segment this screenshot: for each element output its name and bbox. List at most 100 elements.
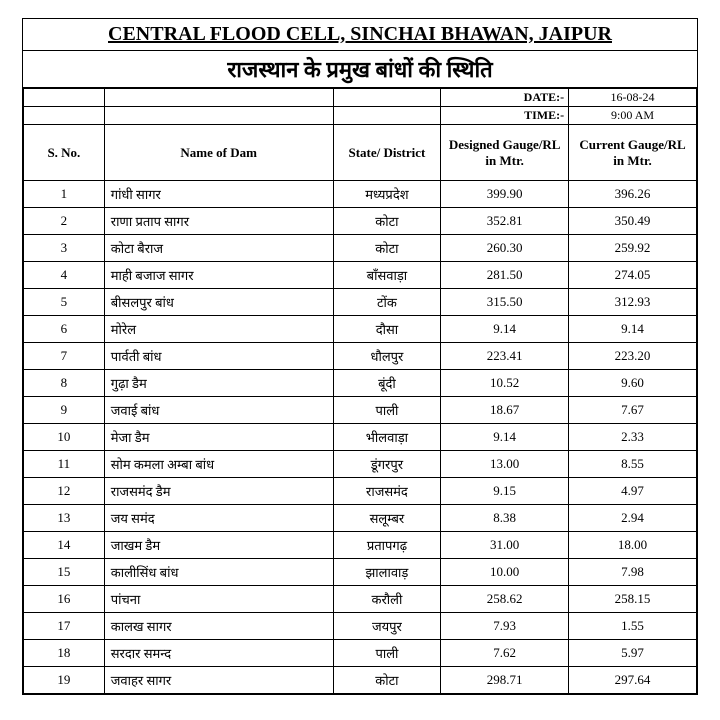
cell-designed: 8.38: [441, 505, 569, 532]
cell-current: 8.55: [569, 451, 697, 478]
cell-sno: 5: [24, 289, 105, 316]
cell-district: कोटा: [333, 667, 441, 694]
dam-status-table: DATE:- 16-08-24 TIME:- 9:00 AM S. No. Na…: [23, 88, 697, 694]
cell-name: कालख सागर: [104, 613, 333, 640]
cell-district: सलूम्बर: [333, 505, 441, 532]
cell-name: राजसमंद डैम: [104, 478, 333, 505]
cell-district: झालावाड़: [333, 559, 441, 586]
cell-current: 297.64: [569, 667, 697, 694]
table-row: 3कोटा बैराजकोटा260.30259.92: [24, 235, 697, 262]
cell-current: 1.55: [569, 613, 697, 640]
cell-name: जवाहर सागर: [104, 667, 333, 694]
cell-sno: 6: [24, 316, 105, 343]
table-row: 19जवाहर सागरकोटा298.71297.64: [24, 667, 697, 694]
cell-district: धौलपुर: [333, 343, 441, 370]
col-current: Current Gauge/RL in Mtr.: [569, 125, 697, 181]
cell-sno: 9: [24, 397, 105, 424]
table-row: 1गांधी सागरमध्यप्रदेश399.90396.26: [24, 181, 697, 208]
cell-designed: 223.41: [441, 343, 569, 370]
table-row: 8गुढ़ा डैमबूंदी10.529.60: [24, 370, 697, 397]
cell-sno: 14: [24, 532, 105, 559]
cell-designed: 10.52: [441, 370, 569, 397]
cell-name: पार्वती बांध: [104, 343, 333, 370]
cell-designed: 10.00: [441, 559, 569, 586]
cell-district: बाँसवाड़ा: [333, 262, 441, 289]
cell-district: डूंगरपुर: [333, 451, 441, 478]
cell-district: दौसा: [333, 316, 441, 343]
cell-designed: 18.67: [441, 397, 569, 424]
page-subtitle: राजस्थान के प्रमुख बांधों की स्थिति: [23, 51, 697, 88]
cell-sno: 7: [24, 343, 105, 370]
cell-current: 9.14: [569, 316, 697, 343]
cell-current: 5.97: [569, 640, 697, 667]
col-designed: Designed Gauge/RL in Mtr.: [441, 125, 569, 181]
cell-name: मेजा डैम: [104, 424, 333, 451]
cell-designed: 31.00: [441, 532, 569, 559]
cell-current: 312.93: [569, 289, 697, 316]
cell-district: टोंक: [333, 289, 441, 316]
table-row: 7पार्वती बांधधौलपुर223.41223.20: [24, 343, 697, 370]
cell-designed: 13.00: [441, 451, 569, 478]
cell-current: 7.98: [569, 559, 697, 586]
date-value: 16-08-24: [569, 89, 697, 107]
cell-sno: 13: [24, 505, 105, 532]
cell-district: बूंदी: [333, 370, 441, 397]
cell-sno: 12: [24, 478, 105, 505]
table-row: 12राजसमंद डैमराजसमंद9.154.97: [24, 478, 697, 505]
cell-district: मध्यप्रदेश: [333, 181, 441, 208]
cell-designed: 7.93: [441, 613, 569, 640]
col-name: Name of Dam: [104, 125, 333, 181]
cell-name: जाखम डैम: [104, 532, 333, 559]
cell-name: सोम कमला अम्बा बांध: [104, 451, 333, 478]
cell-name: मोरेल: [104, 316, 333, 343]
cell-current: 274.05: [569, 262, 697, 289]
table-row: 17कालख सागरजयपुर7.931.55: [24, 613, 697, 640]
table-row: 9जवाई बांधपाली18.677.67: [24, 397, 697, 424]
cell-name: गांधी सागर: [104, 181, 333, 208]
table-row: 4माही बजाज सागरबाँसवाड़ा281.50274.05: [24, 262, 697, 289]
cell-designed: 399.90: [441, 181, 569, 208]
cell-designed: 260.30: [441, 235, 569, 262]
cell-district: पाली: [333, 640, 441, 667]
table-row: 14जाखम डैमप्रतापगढ़31.0018.00: [24, 532, 697, 559]
table-body: 1गांधी सागरमध्यप्रदेश399.90396.262राणा प…: [24, 181, 697, 694]
table-row: 16पांचनाकरौली258.62258.15: [24, 586, 697, 613]
table-row: 2राणा प्रताप सागरकोटा352.81350.49: [24, 208, 697, 235]
cell-name: राणा प्रताप सागर: [104, 208, 333, 235]
table-row: 13जय समंदसलूम्बर8.382.94: [24, 505, 697, 532]
meta-block: DATE:- 16-08-24 TIME:- 9:00 AM: [24, 89, 697, 125]
cell-name: गुढ़ा डैम: [104, 370, 333, 397]
cell-district: कोटा: [333, 235, 441, 262]
cell-name: माही बजाज सागर: [104, 262, 333, 289]
cell-name: सरदार समन्द: [104, 640, 333, 667]
cell-name: जय समंद: [104, 505, 333, 532]
cell-name: कालीसिंध बांध: [104, 559, 333, 586]
cell-designed: 9.14: [441, 316, 569, 343]
cell-current: 7.67: [569, 397, 697, 424]
cell-designed: 258.62: [441, 586, 569, 613]
cell-sno: 19: [24, 667, 105, 694]
report-container: CENTRAL FLOOD CELL, SINCHAI BHAWAN, JAIP…: [22, 18, 698, 695]
table-row: 11सोम कमला अम्बा बांधडूंगरपुर13.008.55: [24, 451, 697, 478]
cell-name: जवाई बांध: [104, 397, 333, 424]
time-value: 9:00 AM: [569, 107, 697, 125]
cell-current: 396.26: [569, 181, 697, 208]
cell-sno: 17: [24, 613, 105, 640]
page-title: CENTRAL FLOOD CELL, SINCHAI BHAWAN, JAIP…: [23, 19, 697, 51]
cell-district: राजसमंद: [333, 478, 441, 505]
cell-sno: 11: [24, 451, 105, 478]
cell-current: 223.20: [569, 343, 697, 370]
col-district: State/ District: [333, 125, 441, 181]
cell-current: 18.00: [569, 532, 697, 559]
date-label: DATE:-: [441, 89, 569, 107]
cell-name: पांचना: [104, 586, 333, 613]
cell-designed: 298.71: [441, 667, 569, 694]
cell-current: 259.92: [569, 235, 697, 262]
cell-sno: 2: [24, 208, 105, 235]
cell-current: 4.97: [569, 478, 697, 505]
table-row: 15कालीसिंध बांधझालावाड़10.007.98: [24, 559, 697, 586]
cell-name: कोटा बैराज: [104, 235, 333, 262]
col-sno: S. No.: [24, 125, 105, 181]
cell-designed: 352.81: [441, 208, 569, 235]
cell-sno: 15: [24, 559, 105, 586]
